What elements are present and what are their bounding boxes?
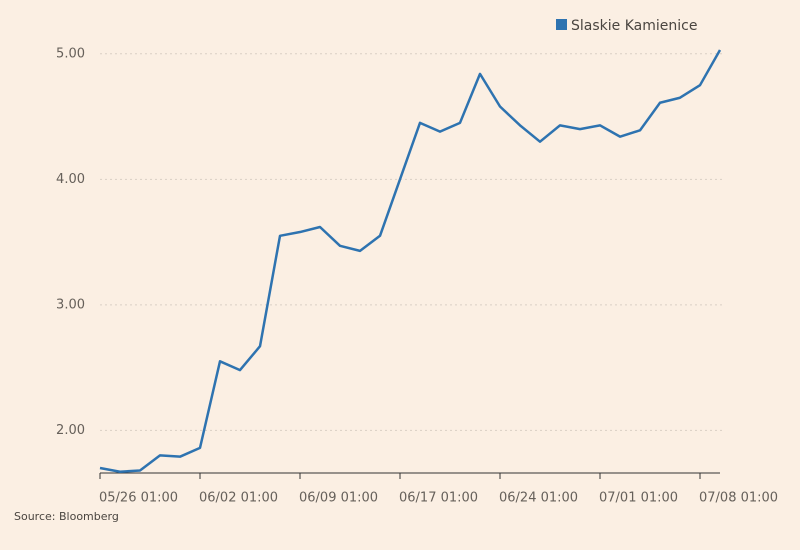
- x-tick-label: 06/24 01:00: [499, 491, 578, 506]
- x-tick-label: 06/17 01:00: [399, 491, 478, 506]
- x-tick-label: 07/01 01:00: [599, 491, 678, 506]
- x-tick-label: 07/08 01:00: [699, 491, 778, 506]
- legend-swatch: [556, 19, 567, 30]
- x-tick-label: 06/02 01:00: [199, 491, 278, 506]
- y-tick-label: 4.00: [56, 172, 85, 187]
- x-tick-label: 06/09 01:00: [299, 491, 378, 506]
- y-tick-label: 5.00: [56, 46, 85, 61]
- y-tick-label: 2.00: [56, 423, 85, 438]
- y-tick-label: 3.00: [56, 297, 85, 312]
- x-tick-label: 05/26 01:00: [99, 491, 178, 506]
- line: [99, 49, 722, 473]
- source: Source: Bloomberg: [14, 510, 119, 523]
- legend-label: Slaskie Kamienice: [571, 18, 697, 34]
